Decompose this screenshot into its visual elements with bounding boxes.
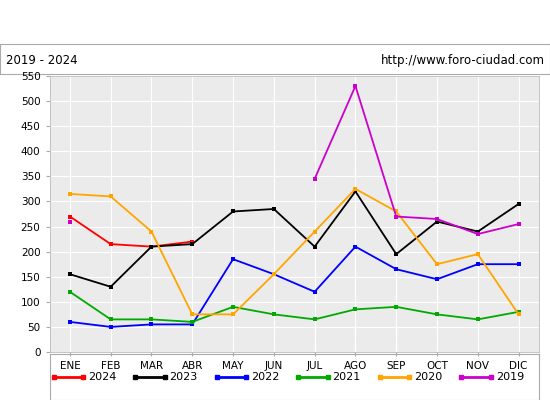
Text: 2023: 2023: [169, 372, 197, 382]
Text: http://www.foro-ciudad.com: http://www.foro-ciudad.com: [381, 54, 544, 67]
Text: 2019 - 2024: 2019 - 2024: [6, 54, 77, 67]
Text: 2020: 2020: [414, 372, 442, 382]
Text: Evolucion Nº Turistas Extranjeros en el municipio de Onil: Evolucion Nº Turistas Extranjeros en el …: [67, 14, 483, 30]
Text: 2019: 2019: [496, 372, 524, 382]
Text: 2021: 2021: [333, 372, 361, 382]
Text: 2022: 2022: [251, 372, 279, 382]
Text: 2024: 2024: [88, 372, 116, 382]
